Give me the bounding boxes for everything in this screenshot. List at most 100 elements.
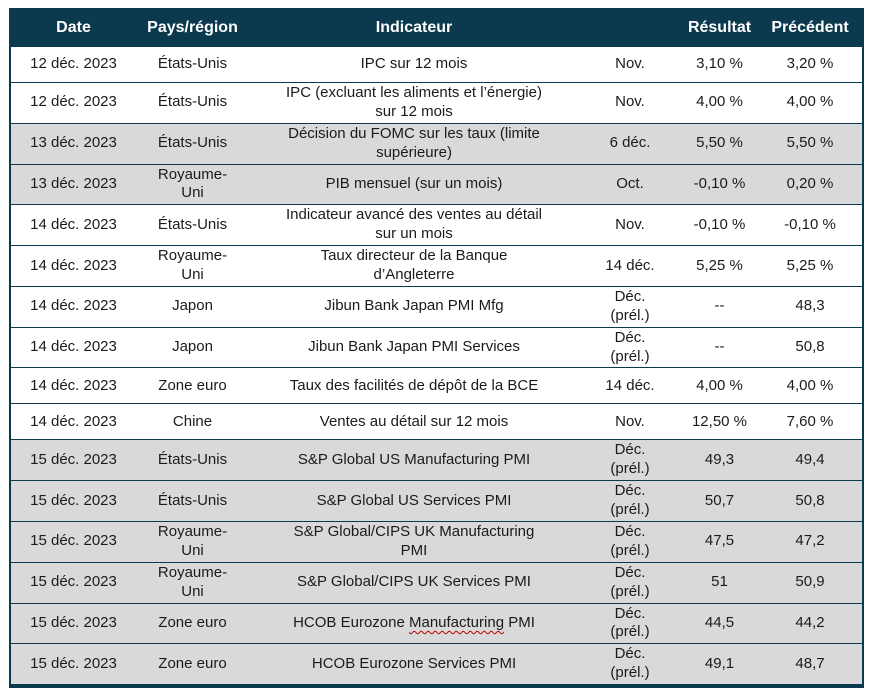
cell-indicator: IPC (excluant les aliments et l’énergie)…	[249, 82, 579, 124]
cell-date: 14 déc. 2023	[10, 204, 136, 246]
cell-region: Zone euro	[136, 602, 249, 644]
cell-period: 14 déc.	[579, 367, 681, 404]
cell-region: Japon	[136, 326, 249, 368]
cell-date: 15 déc. 2023	[10, 480, 136, 522]
cell-date: 14 déc. 2023	[10, 285, 136, 328]
column-header-period	[579, 9, 681, 47]
column-header-result: Résultat	[681, 9, 758, 47]
table-row: 12 déc. 2023 États-Unis IPC (excluant les …	[10, 82, 863, 124]
cell-date: 14 déc. 2023	[10, 245, 136, 287]
table-row: 14 déc. 2023 Chine Ventes au détail sur 12…	[10, 403, 863, 440]
cell-indicator: Indicateur avancé des ventes au détail s…	[249, 204, 579, 246]
table-row: 14 déc. 2023 Japon Jibun Bank Japan PMI Se…	[10, 326, 863, 368]
spellcheck-underlined-word: Manufacturing	[408, 614, 505, 632]
cell-previous: 4,00 %	[758, 82, 863, 124]
economic-calendar-table: Date Pays/région Indicateur Résultat Précéde…	[9, 8, 864, 689]
cell-period: Déc. (prél.)	[579, 439, 681, 481]
cell-previous: 3,20 %	[758, 46, 863, 83]
cell-result: --	[681, 285, 758, 328]
column-header-region: Pays/région	[136, 9, 249, 47]
cell-period: 6 déc.	[579, 122, 681, 165]
cell-region: États-Unis	[136, 439, 249, 481]
cell-period: Déc. (prél.)	[579, 285, 681, 328]
cell-previous: 47,2	[758, 521, 863, 563]
cell-region: Chine	[136, 403, 249, 440]
column-header-indicator: Indicateur	[249, 9, 579, 47]
cell-previous: 48,3	[758, 285, 863, 328]
cell-date: 15 déc. 2023	[10, 439, 136, 481]
cell-region: Zone euro	[136, 367, 249, 404]
column-header-date: Date	[10, 9, 136, 47]
cell-result: 49,3	[681, 439, 758, 481]
cell-result: 51	[681, 561, 758, 604]
cell-date: 12 déc. 2023	[10, 46, 136, 83]
table-header: Date Pays/région Indicateur Résultat Précéde…	[10, 9, 863, 47]
cell-date: 15 déc. 2023	[10, 521, 136, 563]
table-row: 15 déc. 2023 États-Unis S&P Global US Serv…	[10, 480, 863, 522]
cell-region: États-Unis	[136, 82, 249, 124]
cell-result: 12,50 %	[681, 403, 758, 440]
cell-indicator: S&P Global US Manufacturing PMI	[249, 439, 579, 481]
cell-period: Nov.	[579, 403, 681, 440]
cell-previous: 5,50 %	[758, 122, 863, 165]
cell-period: Déc. (prél.)	[579, 602, 681, 644]
cell-indicator: IPC sur 12 mois	[249, 46, 579, 83]
table-row: 15 déc. 2023 Zone euro HCOB Eurozone Servi…	[10, 643, 863, 687]
cell-region: Royaume- Uni	[136, 163, 249, 205]
cell-period: Déc. (prél.)	[579, 643, 681, 687]
cell-period: Oct.	[579, 163, 681, 205]
table-row: 14 déc. 2023 États-Unis Indicateur avancé …	[10, 204, 863, 246]
table-row: 15 déc. 2023 Royaume- Uni S&P Global/CIPS …	[10, 521, 863, 563]
table-row: 15 déc. 2023 États-Unis S&P Global US Manu…	[10, 439, 863, 481]
cell-previous: 4,00 %	[758, 367, 863, 404]
cell-result: --	[681, 326, 758, 368]
table-row: 15 déc. 2023 Royaume- Uni S&P Global/CIPS …	[10, 561, 863, 604]
cell-region: États-Unis	[136, 480, 249, 522]
cell-date: 15 déc. 2023	[10, 561, 136, 604]
cell-region: États-Unis	[136, 46, 249, 83]
cell-previous: 7,60 %	[758, 403, 863, 440]
cell-indicator: Ventes au détail sur 12 mois	[249, 403, 579, 440]
cell-region: Royaume- Uni	[136, 561, 249, 604]
cell-previous: 49,4	[758, 439, 863, 481]
cell-period: Nov.	[579, 204, 681, 246]
cell-region: États-Unis	[136, 122, 249, 165]
cell-result: 44,5	[681, 602, 758, 644]
cell-result: 5,50 %	[681, 122, 758, 165]
cell-date: 14 déc. 2023	[10, 367, 136, 404]
cell-indicator: S&P Global US Services PMI	[249, 480, 579, 522]
cell-region: Royaume- Uni	[136, 245, 249, 287]
cell-previous: 50,8	[758, 326, 863, 368]
cell-indicator: Jibun Bank Japan PMI Services	[249, 326, 579, 368]
cell-date: 15 déc. 2023	[10, 602, 136, 644]
cell-period: Nov.	[579, 46, 681, 83]
cell-indicator: PIB mensuel (sur un mois)	[249, 163, 579, 205]
cell-region: Zone euro	[136, 643, 249, 687]
cell-indicator: Décision du FOMC sur les taux (limite su…	[249, 122, 579, 165]
cell-result: 5,25 %	[681, 245, 758, 287]
cell-previous: 0,20 %	[758, 163, 863, 205]
cell-previous: -0,10 %	[758, 204, 863, 246]
cell-period: Déc. (prél.)	[579, 480, 681, 522]
cell-indicator: HCOB Eurozone Manufacturing PMI	[249, 602, 579, 644]
cell-region: Royaume- Uni	[136, 521, 249, 563]
cell-period: Nov.	[579, 82, 681, 124]
cell-previous: 48,7	[758, 643, 863, 687]
cell-indicator: Taux directeur de la Banque d’Angleterre	[249, 245, 579, 287]
cell-result: 50,7	[681, 480, 758, 522]
column-header-previous: Précédent	[758, 9, 863, 47]
cell-indicator: Taux des facilités de dépôt de la BCE	[249, 367, 579, 404]
table-row: 14 déc. 2023 Zone euro Taux des facilités …	[10, 367, 863, 404]
cell-date: 13 déc. 2023	[10, 122, 136, 165]
cell-previous: 50,9	[758, 561, 863, 604]
cell-region: Japon	[136, 285, 249, 328]
cell-date: 12 déc. 2023	[10, 82, 136, 124]
table-row: 12 déc. 2023 États-Unis IPC sur 12 mois Nov…	[10, 46, 863, 83]
cell-result: 47,5	[681, 521, 758, 563]
cell-period: Déc. (prél.)	[579, 561, 681, 604]
table-body: 12 déc. 2023 États-Unis IPC sur 12 mois Nov…	[10, 46, 863, 687]
cell-indicator: S&P Global/CIPS UK Services PMI	[249, 561, 579, 604]
cell-indicator: S&P Global/CIPS UK Manufacturing PMI	[249, 521, 579, 563]
table-row: 14 déc. 2023 Japon Jibun Bank Japan PMI Mf…	[10, 285, 863, 328]
